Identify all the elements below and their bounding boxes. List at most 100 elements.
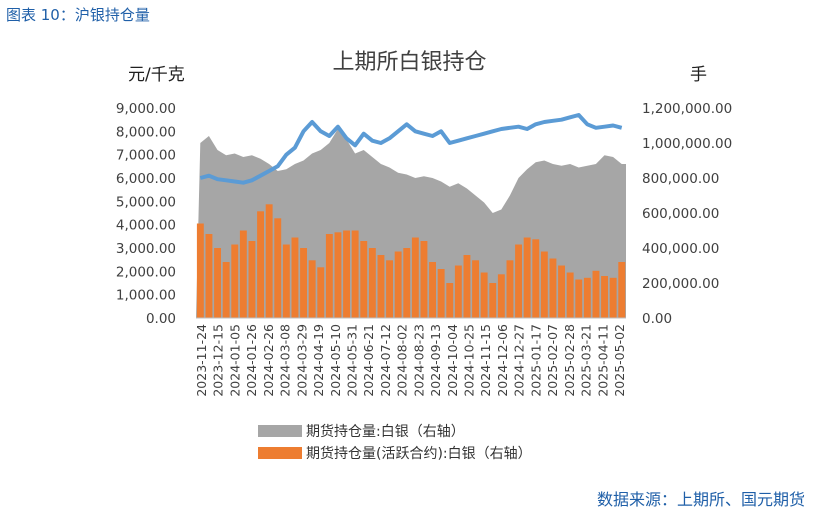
- x-axis-tick-label: 2025-03-21: [579, 324, 594, 397]
- bar-active-contract: [489, 283, 497, 318]
- bar-active-contract: [523, 237, 531, 318]
- x-axis-tick-label: 2024-05-31: [345, 324, 360, 397]
- left-axis-unit: 元/千克: [128, 65, 185, 85]
- x-axis-tick-label: 2024-07-12: [378, 324, 393, 397]
- x-axis-tick-label: 2024-08-23: [411, 324, 426, 397]
- bar-active-contract: [239, 230, 247, 318]
- bar-active-contract: [575, 279, 583, 318]
- left-axis-tick-label: 6,000.00: [116, 171, 176, 187]
- bar-active-contract: [343, 230, 350, 318]
- bar-active-contract: [566, 272, 574, 318]
- bar-active-contract: [549, 258, 557, 318]
- right-axis-unit: 手: [690, 65, 707, 85]
- x-axis-tick-label: 2024-03-08: [278, 324, 293, 397]
- bar-active-contract: [463, 255, 471, 318]
- bar-active-contract: [282, 244, 290, 318]
- bar-active-contract: [601, 276, 608, 318]
- left-axis-tick-label: 2,000.00: [116, 264, 176, 280]
- bar-active-contract: [248, 241, 256, 318]
- legend-swatch-active: [258, 447, 302, 459]
- bar-active-contract: [583, 277, 591, 319]
- bar-active-contract: [334, 232, 342, 319]
- x-axis-tick-label: 2024-06-21: [361, 324, 376, 397]
- bar-active-contract: [300, 248, 307, 318]
- bar-active-contract: [257, 211, 264, 319]
- chart-title: 上期所白银持仓: [332, 50, 487, 75]
- left-axis-tick-label: 3,000.00: [116, 241, 176, 257]
- x-axis-tick-label: 2025-02-28: [562, 324, 577, 397]
- bar-active-contract: [497, 274, 505, 319]
- bar-active-contract: [540, 251, 548, 318]
- x-axis-tick-label: 2023-12-15: [211, 324, 226, 397]
- bar-active-contract: [196, 223, 204, 318]
- x-axis-tick-label: 2024-12-27: [512, 324, 527, 397]
- bar-active-contract: [515, 244, 522, 318]
- x-axis-tick-label: 2024-08-02: [395, 324, 410, 397]
- left-axis-tick-label: 8,000.00: [116, 124, 176, 140]
- bar-active-contract: [472, 260, 479, 319]
- right-axis-tick-label: 600,000.00: [642, 206, 719, 222]
- x-axis-tick-label: 2024-02-26: [261, 324, 276, 397]
- left-axis-tick-label: 9,000.00: [116, 101, 176, 117]
- bar-active-contract: [558, 265, 565, 318]
- x-axis-tick-label: 2025-02-07: [545, 324, 560, 397]
- bar-active-contract: [506, 260, 514, 319]
- right-axis-tick-label: 0.00: [642, 311, 672, 327]
- x-axis-tick-label: 2024-12-06: [495, 324, 510, 397]
- bar-active-contract: [386, 260, 393, 319]
- x-axis-tick-label: 2024-11-15: [478, 324, 493, 397]
- bar-active-contract: [360, 241, 368, 318]
- right-axis-tick-label: 1,200,000.00: [642, 101, 732, 117]
- right-axis-tick-label: 200,000.00: [642, 276, 719, 292]
- legend-label-total: 期货持仓量:白银（右轴）: [306, 424, 465, 440]
- bar-active-contract: [403, 248, 411, 318]
- bar-active-contract: [291, 237, 299, 318]
- bar-active-contract: [420, 241, 428, 318]
- bar-active-contract: [325, 234, 333, 318]
- bar-active-contract: [351, 230, 359, 318]
- left-axis-tick-label: 4,000.00: [116, 218, 176, 234]
- line-silver-price: [199, 113, 623, 185]
- bar-active-contract: [394, 251, 402, 318]
- source-note: 数据来源：上期所、国元期货: [596, 490, 805, 509]
- bar-active-contract: [214, 248, 221, 318]
- legend-item-total: 期货持仓量:白银（右轴）: [258, 420, 532, 442]
- bar-active-contract: [480, 272, 488, 318]
- bar-active-contract: [532, 239, 540, 319]
- figure-title: 图表 10：沪银持仓量: [6, 6, 150, 24]
- right-axis-tick-label: 400,000.00: [642, 241, 719, 257]
- x-axis-tick-label: 2024-01-05: [227, 324, 242, 397]
- bar-active-contract: [222, 262, 230, 318]
- bar-active-contract: [454, 265, 462, 318]
- bar-active-contract: [446, 283, 454, 318]
- legend-item-active: 期货持仓量(活跃合约):白银（右轴）: [258, 442, 532, 464]
- bar-active-contract: [368, 248, 376, 318]
- bar-active-contract: [592, 270, 600, 319]
- left-axis-tick-label: 7,000.00: [116, 148, 176, 164]
- x-axis-tick-label: 2024-04-19: [311, 324, 326, 397]
- x-axis-tick-label: 2024-05-10: [328, 324, 343, 397]
- bar-active-contract: [231, 244, 239, 318]
- left-axis-tick-label: 5,000.00: [116, 194, 176, 210]
- bar-active-contract: [205, 234, 213, 318]
- bar-active-contract: [429, 262, 436, 318]
- x-axis-tick-label: 2025-05-02: [612, 324, 627, 397]
- bar-active-contract: [274, 218, 282, 319]
- x-axis-tick-label: 2023-11-24: [194, 324, 209, 397]
- bar-active-contract: [618, 262, 626, 318]
- legend: 期货持仓量:白银（右轴） 期货持仓量(活跃合约):白银（右轴）: [258, 420, 532, 464]
- right-axis-tick-label: 800,000.00: [642, 171, 719, 187]
- x-axis-tick-label: 2024-09-13: [428, 324, 443, 397]
- x-axis-tick-label: 2024-03-29: [294, 324, 309, 397]
- left-axis-tick-label: 1,000.00: [116, 288, 176, 304]
- bar-active-contract: [437, 269, 445, 318]
- x-axis-tick-label: 2024-10-04: [445, 324, 460, 397]
- bar-active-contract: [317, 267, 325, 319]
- legend-label-active: 期货持仓量(活跃合约):白银（右轴）: [306, 446, 532, 462]
- x-axis-tick-label: 2025-01-17: [528, 324, 543, 397]
- x-axis-tick-label: 2024-10-25: [462, 324, 477, 397]
- legend-swatch-total: [258, 425, 302, 437]
- bar-active-contract: [609, 277, 617, 319]
- left-axis-tick-label: 0.00: [146, 311, 176, 327]
